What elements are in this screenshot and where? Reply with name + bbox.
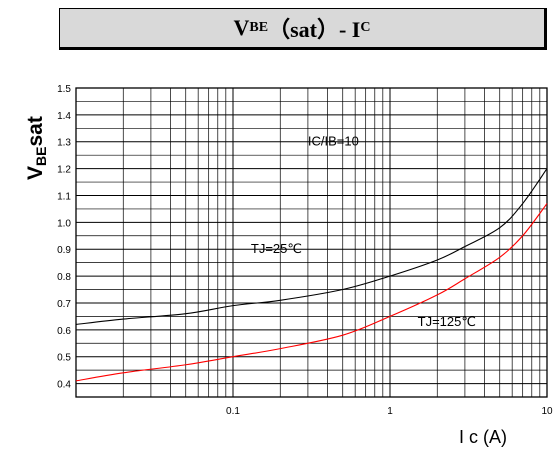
series-line-tj-125c [75,203,548,382]
series-line-tj-25c [75,168,548,325]
series-layer [75,168,548,382]
y-axis-label-tail: sat [24,116,47,146]
y-axis-label-sub: BE [33,147,49,166]
title-v-sub: BE [249,20,269,35]
y-tick-label: 0.5 [57,353,71,364]
y-axis-label-main: V [24,166,47,180]
y-tick-labels: 0.4 0.5 0.6 0.7 0.8 0.9 1.0 1.1 1.2 1.3 1.4 1.5 [57,84,71,391]
y-tick-label: 0.9 [57,245,71,256]
y-tick-label: 1.4 [57,111,71,122]
annotations: IC/IB=10 TJ=25℃ TJ=125℃ [251,134,476,329]
plot-frame [75,87,548,398]
title-v: V [233,15,250,40]
y-tick-label: 0.8 [57,272,71,283]
annotation-label: IC/IB=10 [308,134,359,149]
x-tick-label: 0.1 [226,406,240,417]
grid-minor [76,88,547,398]
y-tick-label: 1.2 [57,165,71,176]
x-axis-label: I c (A) [459,427,507,447]
y-tick-label: 0.7 [57,299,71,310]
annotation-label: TJ=125℃ [418,314,476,329]
y-tick-label: 1.1 [57,191,71,202]
annotation-label: TJ=25℃ [251,241,302,256]
y-tick-label: 0.4 [57,380,71,391]
y-axis-label: VBEsat [24,116,49,180]
y-tick-label: 0.6 [57,326,71,337]
x-tick-label: 1 [387,406,393,417]
x-tick-labels: 0.1 1 10 [226,406,553,417]
y-tick-label: 1.0 [57,218,71,229]
x-tick-label: 10 [541,406,553,417]
y-tick-label: 1.3 [57,138,71,149]
title-i-sub: C [360,20,371,35]
y-tick-label: 1.5 [57,84,71,95]
title-mid: （sat）- I [268,17,361,42]
